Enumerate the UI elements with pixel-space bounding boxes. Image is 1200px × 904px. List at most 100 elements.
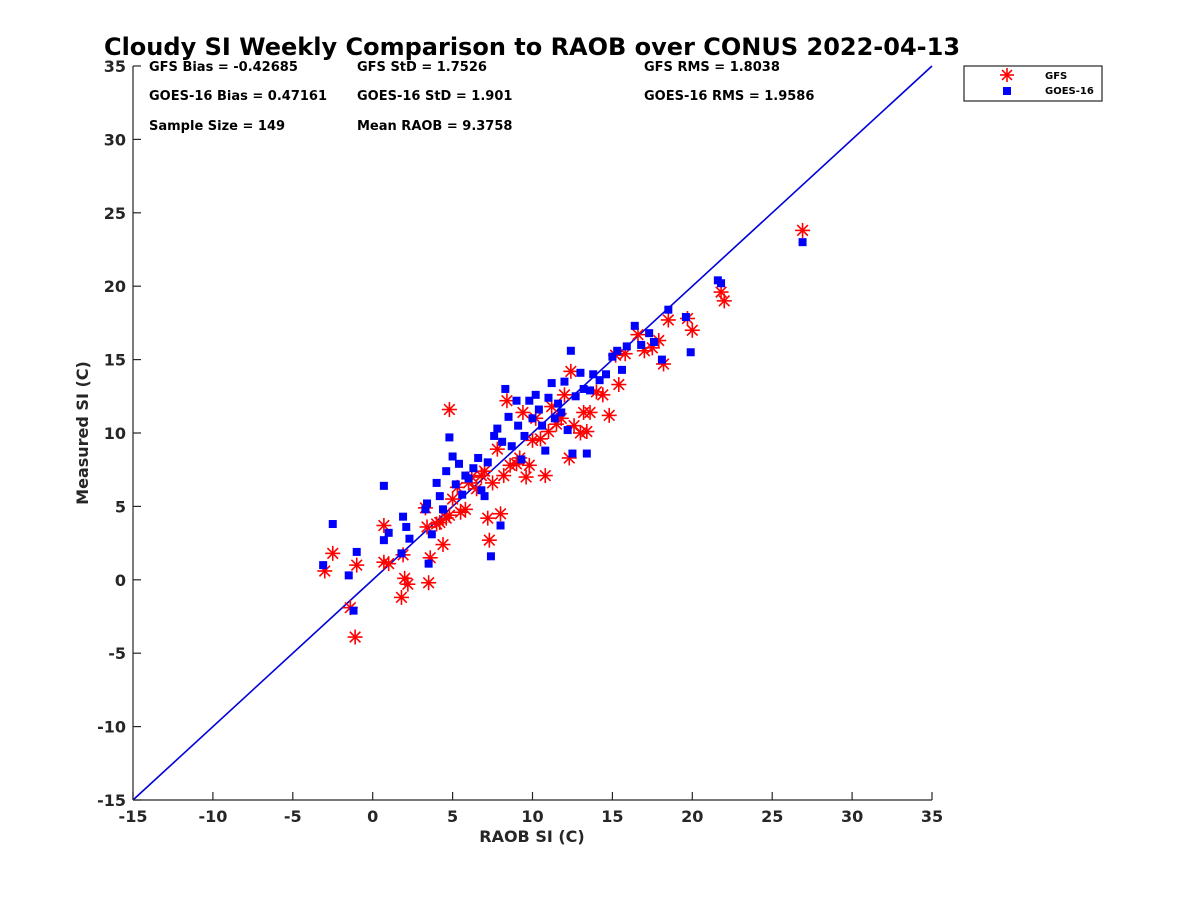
goes16-point bbox=[402, 522, 411, 531]
goes16-point bbox=[586, 386, 595, 395]
goes16-point bbox=[439, 505, 448, 514]
goes16-point bbox=[328, 520, 337, 529]
gfs-point bbox=[518, 469, 534, 485]
gfs-point bbox=[480, 510, 496, 526]
goes16-point bbox=[319, 561, 328, 570]
goes16-point bbox=[501, 384, 510, 393]
goes16-point bbox=[717, 279, 726, 288]
goes16-point bbox=[568, 449, 577, 458]
goes16-point bbox=[630, 321, 639, 330]
gfs-point bbox=[563, 363, 579, 379]
y-tick-label: -5 bbox=[108, 644, 126, 663]
gfs-point bbox=[441, 402, 457, 418]
gfs-point bbox=[496, 468, 512, 484]
gfs-point bbox=[393, 589, 409, 605]
x-tick-label: 15 bbox=[601, 807, 623, 826]
gfs-point bbox=[521, 457, 537, 473]
goes16-point bbox=[477, 486, 486, 495]
goes16-point bbox=[544, 393, 553, 402]
goes16-point bbox=[514, 421, 523, 430]
y-tick-label: 5 bbox=[115, 497, 126, 516]
goes16-point bbox=[547, 379, 556, 388]
goes16-point bbox=[576, 368, 585, 377]
y-tick-label: 30 bbox=[104, 130, 126, 149]
gfs-point bbox=[579, 424, 595, 440]
gfs-point bbox=[556, 387, 572, 403]
goes16-point bbox=[445, 433, 454, 442]
gfs-point bbox=[684, 322, 700, 338]
gfs-point bbox=[485, 475, 501, 491]
x-tick-label: -10 bbox=[198, 807, 227, 826]
gfs-point bbox=[445, 491, 461, 507]
goes16-point bbox=[379, 536, 388, 545]
goes16-point bbox=[637, 340, 646, 349]
goes16-point bbox=[517, 455, 526, 464]
goes16-point bbox=[344, 571, 353, 580]
x-tick-label: 5 bbox=[447, 807, 458, 826]
goes16-point bbox=[566, 346, 575, 355]
goes16-point bbox=[582, 449, 591, 458]
goes16-point bbox=[534, 405, 543, 414]
goes16-point bbox=[563, 426, 572, 435]
legend-gfs-marker bbox=[1000, 68, 1014, 82]
gfs-point bbox=[347, 629, 363, 645]
x-tick-label: 0 bbox=[367, 807, 378, 826]
y-tick-label: 25 bbox=[104, 204, 126, 223]
goes16-point bbox=[486, 552, 495, 561]
x-tick-label: -15 bbox=[119, 807, 148, 826]
legend: GFS GOES-16 bbox=[963, 65, 1103, 102]
goes16-point bbox=[352, 547, 361, 556]
gfs-point bbox=[537, 468, 553, 484]
goes16-point bbox=[657, 355, 666, 364]
goes16-point bbox=[681, 313, 690, 322]
goes16-point bbox=[554, 399, 563, 408]
goes16-point bbox=[448, 452, 457, 461]
x-tick-label: 20 bbox=[681, 807, 703, 826]
goes16-point bbox=[507, 442, 516, 451]
goes16-point bbox=[464, 474, 473, 483]
gfs-point bbox=[716, 293, 732, 309]
goes16-point bbox=[379, 481, 388, 490]
plot-area bbox=[132, 65, 933, 801]
goes16-point bbox=[424, 559, 433, 568]
stat-sample-size: Sample Size = 149 bbox=[149, 119, 285, 134]
stat-gfs-bias: GFS Bias = -0.42685 bbox=[149, 60, 298, 75]
y-tick-label: -10 bbox=[97, 718, 126, 737]
stat-mean-raob: Mean RAOB = 9.3758 bbox=[357, 119, 512, 134]
goes16-point bbox=[664, 305, 673, 314]
goes16-point bbox=[493, 424, 502, 433]
goes16-point bbox=[469, 464, 478, 473]
goes16-point bbox=[512, 396, 521, 405]
stat-goes-bias: GOES-16 Bias = 0.47161 bbox=[149, 89, 327, 104]
goes16-point bbox=[442, 467, 451, 476]
goes16-point bbox=[560, 377, 569, 386]
goes16-point bbox=[557, 408, 566, 417]
goes16-point bbox=[595, 376, 604, 385]
goes16-point bbox=[399, 512, 408, 521]
gfs-point bbox=[349, 557, 365, 573]
goes16-point bbox=[617, 365, 626, 374]
stat-gfs-rms: GFS RMS = 1.8038 bbox=[644, 60, 780, 75]
goes16-point bbox=[421, 505, 430, 514]
goes16-point bbox=[798, 238, 807, 247]
goes16-point bbox=[602, 370, 611, 379]
y-tick-label: 20 bbox=[104, 277, 126, 296]
stat-goes-rms: GOES-16 RMS = 1.9586 bbox=[644, 89, 814, 104]
gfs-point bbox=[493, 506, 509, 522]
y-axis-label: Measured SI (C) bbox=[73, 361, 92, 505]
goes16-point bbox=[451, 480, 460, 489]
goes16-point bbox=[483, 458, 492, 467]
x-tick-label: 35 bbox=[921, 807, 943, 826]
goes16-point bbox=[528, 414, 537, 423]
goes16-point bbox=[458, 490, 467, 499]
goes16-point bbox=[435, 492, 444, 501]
goes16-point bbox=[405, 534, 414, 543]
stats-annotations: GFS Bias = -0.42685 GFS StD = 1.7526 GFS R… bbox=[149, 60, 814, 134]
gfs-point bbox=[499, 393, 515, 409]
goes16-point bbox=[427, 530, 436, 539]
x-tick-label: -5 bbox=[284, 807, 302, 826]
goes16-point bbox=[423, 499, 432, 508]
goes16-point bbox=[645, 329, 654, 338]
gfs-point bbox=[795, 222, 811, 238]
goes16-point bbox=[496, 521, 505, 530]
